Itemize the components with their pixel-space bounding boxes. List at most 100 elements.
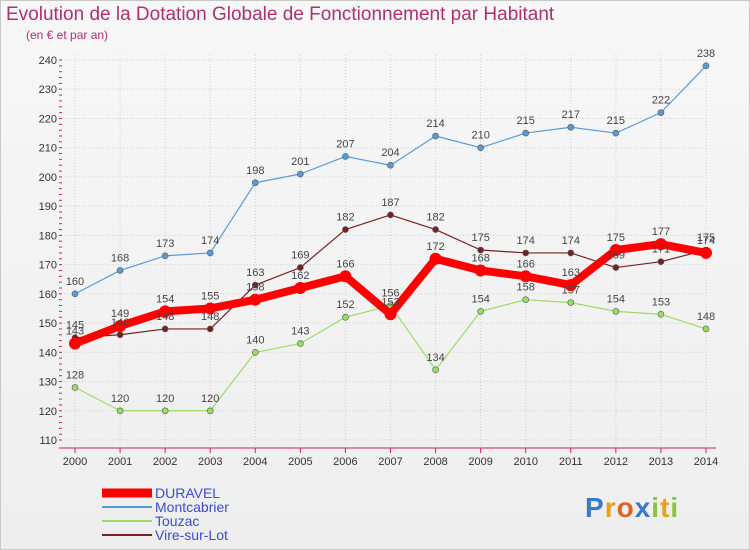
data-label: 217	[562, 109, 580, 121]
data-label: 140	[246, 334, 264, 346]
data-label: 174	[562, 235, 580, 247]
data-label: 169	[291, 250, 309, 262]
data-point	[71, 384, 79, 391]
data-point	[297, 170, 304, 178]
data-label: 174	[517, 235, 535, 247]
data-label: 172	[426, 241, 444, 253]
x-tick-label: 2006	[333, 456, 357, 468]
data-label: 134	[426, 352, 444, 364]
data-point	[116, 407, 124, 415]
data-point	[432, 366, 439, 374]
data-label: 163	[562, 267, 580, 279]
x-tick-label: 2009	[468, 456, 492, 468]
x-tick-label: 2004	[243, 456, 267, 468]
y-tick-label: 220	[39, 113, 57, 125]
y-tick-label: 190	[39, 201, 57, 213]
data-label: 149	[111, 308, 129, 320]
data-point	[206, 325, 214, 333]
data-point	[249, 293, 262, 306]
data-label: 120	[111, 393, 129, 405]
y-tick-label: 170	[39, 260, 57, 272]
data-point	[384, 308, 397, 321]
data-label: 156	[381, 288, 399, 300]
data-label: 154	[607, 293, 625, 305]
legend-label: Vire-sur-Lot	[155, 527, 228, 543]
data-label: 157	[562, 285, 580, 297]
data-point	[159, 305, 172, 318]
axes: 110 120 130 140 150 160 170 180 190 200 210 220 230 2…	[39, 55, 719, 468]
data-label: 162	[291, 270, 309, 282]
data-label: 207	[336, 138, 354, 150]
data-label: 177	[652, 226, 670, 238]
data-label: 171	[652, 244, 670, 256]
data-label: 155	[201, 290, 219, 302]
y-tick-label: 110	[39, 435, 57, 447]
data-label: 148	[697, 311, 715, 323]
data-point	[339, 270, 352, 283]
data-point	[522, 129, 530, 137]
chart-title: Evolution de la Dotation Globale de Fonc…	[6, 4, 555, 25]
data-label: 175	[697, 232, 715, 244]
x-tick-label: 2008	[423, 456, 447, 468]
data-label: 182	[426, 212, 444, 224]
data-label: 215	[517, 115, 535, 127]
data-point	[702, 62, 710, 70]
data-point	[477, 308, 484, 315]
data-point	[477, 144, 484, 151]
data-point	[294, 282, 307, 294]
data-point	[251, 349, 259, 356]
data-point	[612, 264, 620, 271]
data-label: 143	[291, 326, 309, 338]
data-point	[251, 179, 259, 187]
data-label: 128	[66, 369, 84, 381]
data-label: 154	[156, 293, 174, 305]
legend-label: Montcabrier	[155, 499, 229, 515]
data-label: 187	[381, 197, 399, 209]
data-point	[342, 153, 349, 160]
y-tick-label: 230	[39, 84, 57, 96]
data-point	[567, 299, 575, 306]
data-point	[567, 249, 575, 257]
data-point	[477, 246, 484, 254]
data-label: 214	[426, 118, 444, 130]
data-label: 148	[156, 311, 174, 323]
x-tick-label: 2013	[649, 456, 673, 468]
data-label: 222	[652, 95, 670, 107]
data-point	[609, 244, 622, 256]
data-point	[204, 302, 217, 315]
x-tick-label: 2003	[198, 456, 222, 468]
data-point	[161, 407, 169, 415]
y-tick-label: 210	[39, 143, 57, 155]
data-point	[161, 252, 169, 260]
data-point	[522, 296, 530, 303]
data-point	[700, 246, 712, 259]
data-label: 166	[517, 258, 535, 270]
data-label: 182	[336, 212, 354, 224]
data-point	[387, 161, 394, 169]
data-label: 146	[111, 317, 129, 329]
data-point	[342, 313, 349, 321]
data-label: 152	[336, 299, 354, 311]
data-label: 158	[246, 282, 264, 294]
data-label: 163	[246, 267, 264, 279]
data-point	[654, 238, 667, 251]
y-tick-label: 150	[39, 318, 57, 330]
data-label: 238	[697, 48, 715, 60]
data-label: 153	[381, 296, 399, 308]
data-point	[519, 270, 532, 283]
y-tick-label: 160	[39, 289, 57, 301]
y-tick-label: 120	[39, 406, 57, 418]
data-point	[116, 331, 124, 339]
data-label: 210	[471, 130, 489, 142]
data-label: 168	[111, 252, 129, 264]
y-tick-label: 130	[39, 377, 57, 389]
data-point	[69, 337, 81, 350]
data-label: 174	[201, 235, 219, 247]
data-point	[567, 123, 575, 131]
data-label: 120	[156, 393, 174, 405]
data-point	[657, 258, 665, 265]
data-point	[474, 264, 487, 277]
